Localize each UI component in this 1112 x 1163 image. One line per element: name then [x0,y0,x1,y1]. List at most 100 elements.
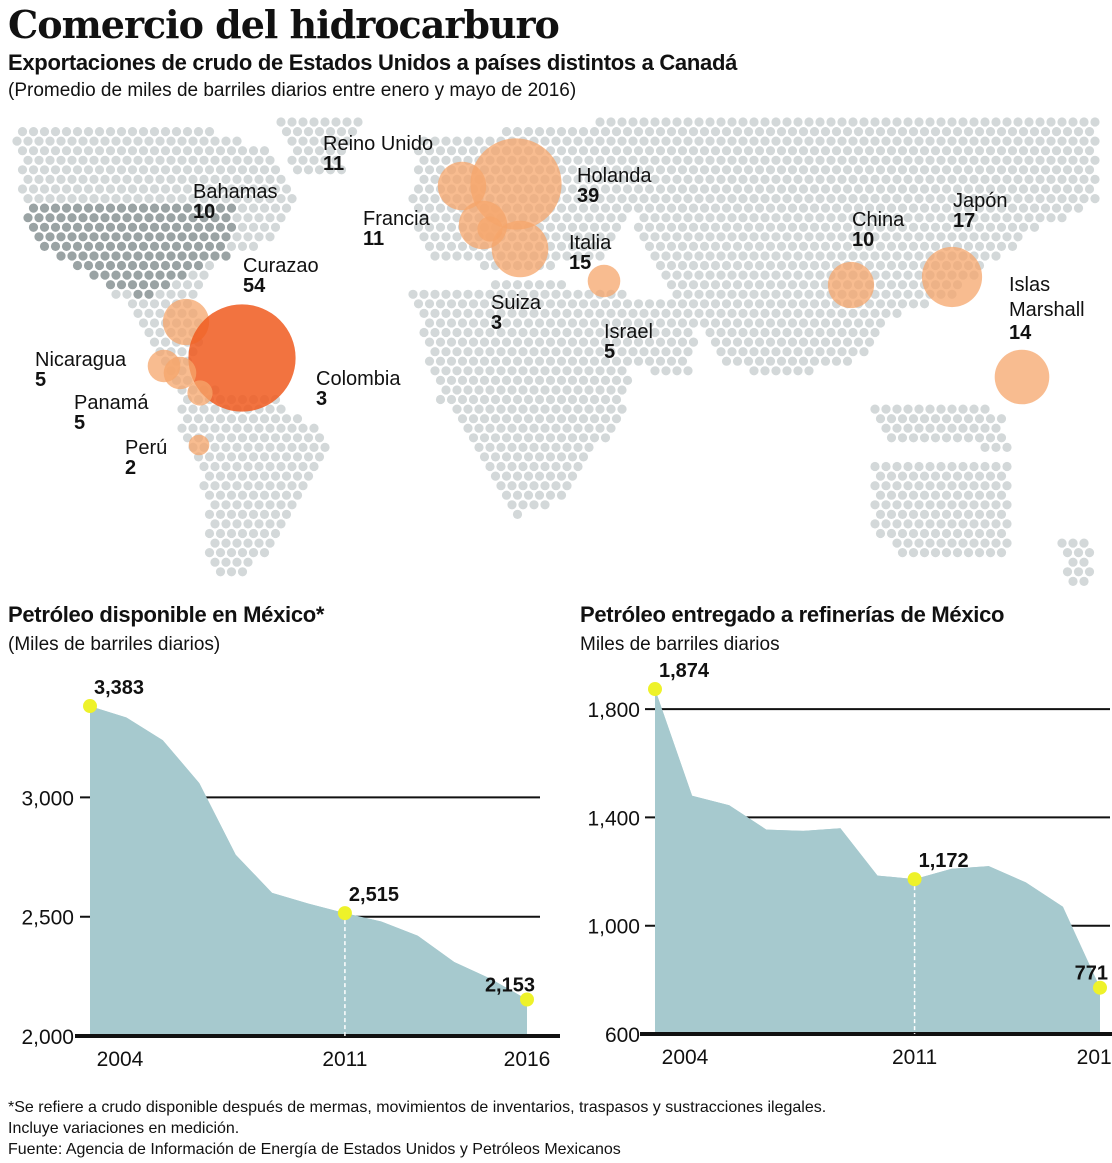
land-dot [881,213,891,223]
land-dot [996,165,1007,175]
land-dot [1062,203,1073,213]
land-dot [936,481,946,491]
land-dot [567,394,578,405]
land-dot [930,203,941,213]
land-dot [595,136,605,146]
land-dot [947,423,957,433]
land-dot [204,471,215,481]
land-dot [265,423,275,433]
land-dot [578,127,589,137]
land-dot [1040,165,1051,175]
land-dot [837,213,847,223]
land-dot [875,184,886,194]
land-dot [276,461,286,472]
land-dot [204,528,215,539]
land-dot [650,117,660,127]
x-tick-label: 2016 [1077,1046,1112,1069]
land-dot [798,318,809,328]
land-dot [760,289,770,299]
land-dot [694,174,704,184]
land-dot [259,471,270,481]
land-dot [89,194,99,204]
land-dot [243,155,253,165]
land-dot [798,280,809,290]
land-dot [413,203,424,213]
land-dot [441,155,451,165]
land-dot [826,136,836,146]
land-dot [677,241,688,251]
land-dot [622,146,633,156]
land-dot [886,222,897,232]
land-dot [628,136,638,146]
land-dot [243,519,253,529]
land-dot [749,194,759,204]
land-dot [595,194,605,204]
land-dot [699,222,710,232]
usa-land-dot [133,232,143,242]
land-dot [672,270,682,280]
land-dot [254,213,264,223]
land-dot [479,356,490,366]
land-dot [809,146,820,156]
land-dot [435,375,446,385]
land-dot [996,203,1007,213]
land-dot [562,366,572,376]
land-dot [534,318,545,328]
label-islas-marshall: Islas Marshall 14 [1009,274,1085,344]
land-dot [991,461,1001,472]
land-dot [457,337,468,347]
land-dot [914,538,924,548]
land-dot [875,146,886,156]
usa-land-dot [226,222,237,232]
usa-land-dot [61,241,72,251]
land-dot [611,394,622,405]
land-dot [875,414,886,424]
land-dot [600,318,611,328]
land-dot [518,442,528,452]
land-dot [859,155,869,165]
land-dot [881,232,891,242]
land-dot [892,404,902,414]
land-dot [551,213,561,223]
land-dot [578,203,589,213]
usa-land-dot [144,289,154,299]
land-dot [985,184,996,194]
land-dot [886,184,897,194]
land-dot [298,155,308,165]
land-dot [551,251,561,261]
usa-land-dot [23,213,33,223]
land-dot [441,232,451,242]
land-dot [177,289,187,299]
land-dot [919,184,930,194]
land-dot [501,280,512,290]
land-dot [243,538,253,548]
land-dot [804,289,814,299]
usa-land-dot [94,241,105,251]
usa-land-dot [226,203,237,213]
land-dot [765,299,776,309]
land-dot [831,127,842,137]
land-dot [925,404,935,414]
land-dot [974,222,985,232]
land-dot [281,184,292,194]
land-dot [661,174,671,184]
land-dot [985,241,996,251]
land-dot [908,548,919,558]
land-dot [309,461,319,472]
land-dot [221,557,231,567]
land-dot [1046,213,1056,223]
land-dot [727,194,737,204]
land-dot [721,146,732,156]
land-dot [848,174,858,184]
land-dot [243,174,253,184]
land-dot [600,241,611,251]
land-dot [446,394,457,405]
usa-land-dot [149,203,160,213]
land-dot [853,165,864,175]
land-dot [870,327,880,338]
land-dot [138,318,149,328]
land-dot [980,194,990,204]
land-dot [925,155,935,165]
land-dot [28,127,39,137]
land-dot [941,127,952,137]
